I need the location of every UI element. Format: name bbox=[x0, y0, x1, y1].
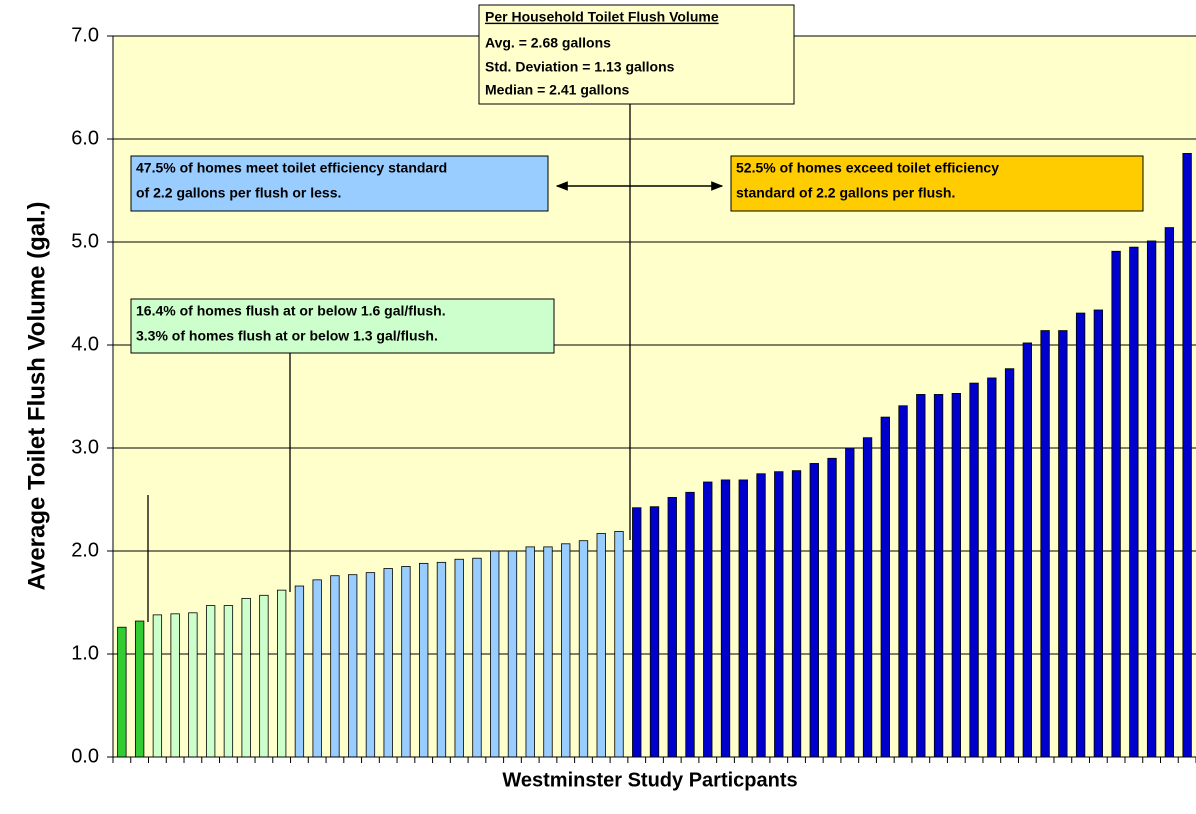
annotation-text: 52.5% of homes exceed toilet efficiency bbox=[736, 160, 999, 176]
bar bbox=[1040, 330, 1050, 758]
bar bbox=[809, 463, 819, 758]
bar bbox=[330, 575, 340, 758]
bar bbox=[294, 585, 305, 758]
y-tick-label: 0.0 bbox=[71, 745, 99, 767]
bar bbox=[419, 562, 429, 758]
bar bbox=[720, 479, 731, 758]
bar bbox=[348, 574, 358, 758]
bar bbox=[845, 447, 855, 758]
annotation-text: Median = 2.41 gallons bbox=[485, 82, 630, 98]
bar bbox=[1075, 312, 1086, 758]
annotation-text: of 2.2 gallons per flush or less. bbox=[136, 185, 341, 201]
bar bbox=[1004, 368, 1015, 758]
bar bbox=[117, 626, 127, 758]
annotation-text: Std. Deviation = 1.13 gallons bbox=[485, 59, 675, 75]
bar bbox=[259, 594, 269, 758]
bar bbox=[933, 394, 944, 758]
bar bbox=[543, 546, 553, 758]
bar bbox=[1022, 342, 1032, 758]
bar bbox=[205, 605, 216, 758]
bar bbox=[614, 531, 624, 758]
bar bbox=[951, 393, 961, 758]
bar bbox=[1111, 250, 1121, 758]
y-axis-label: Average Toilet Flush Volume (gal.) bbox=[23, 202, 50, 591]
bar bbox=[188, 612, 198, 758]
bar bbox=[1058, 330, 1068, 758]
bar bbox=[401, 566, 411, 758]
bar bbox=[756, 473, 766, 758]
y-tick-label: 5.0 bbox=[71, 230, 99, 252]
annotation-box bbox=[478, 4, 795, 105]
y-tick-label: 7.0 bbox=[71, 24, 99, 46]
bar bbox=[1129, 246, 1139, 758]
bar bbox=[525, 546, 535, 758]
bar bbox=[223, 605, 234, 758]
bar bbox=[703, 481, 713, 758]
annotation-text: 3.3% of homes flush at or below 1.3 gal/… bbox=[136, 328, 438, 344]
annotation-text: 16.4% of homes flush at or below 1.6 gal… bbox=[136, 303, 446, 319]
bar bbox=[1182, 153, 1192, 758]
bar bbox=[969, 382, 979, 758]
bar bbox=[1093, 309, 1104, 758]
bar bbox=[578, 540, 589, 758]
bar bbox=[632, 507, 642, 758]
bar bbox=[134, 620, 145, 758]
bar bbox=[738, 479, 748, 758]
bar bbox=[312, 579, 322, 758]
annotation-text: Avg. = 2.68 gallons bbox=[485, 35, 611, 51]
annotation-box bbox=[130, 298, 555, 354]
bar bbox=[277, 589, 287, 758]
annotation-text: 47.5% of homes meet toilet efficiency st… bbox=[136, 160, 447, 176]
y-tick-label: 2.0 bbox=[71, 539, 99, 561]
bar bbox=[490, 550, 500, 758]
bar bbox=[685, 491, 695, 758]
bar bbox=[365, 572, 376, 758]
y-tick-label: 6.0 bbox=[71, 127, 99, 149]
bar bbox=[561, 543, 571, 758]
bar bbox=[472, 557, 482, 758]
bar bbox=[596, 533, 606, 758]
y-tick-label: 4.0 bbox=[71, 333, 99, 355]
bar bbox=[649, 506, 660, 758]
bar bbox=[1164, 227, 1175, 758]
bar bbox=[898, 405, 908, 758]
bar bbox=[152, 614, 163, 758]
bar bbox=[507, 550, 518, 758]
bar bbox=[454, 558, 464, 758]
y-tick-label: 3.0 bbox=[71, 436, 99, 458]
bar bbox=[383, 568, 393, 758]
annotation-text: standard of 2.2 gallons per flush. bbox=[736, 185, 955, 201]
annotation-box bbox=[130, 155, 549, 212]
bar bbox=[791, 470, 802, 758]
annotation-title: Per Household Toilet Flush Volume bbox=[485, 9, 719, 25]
bar bbox=[774, 471, 784, 758]
y-tick-label: 1.0 bbox=[71, 642, 99, 664]
x-axis-label: Westminster Study Particpants bbox=[502, 770, 797, 792]
bar bbox=[170, 613, 180, 758]
bar bbox=[862, 437, 873, 758]
bar bbox=[667, 497, 677, 758]
bar bbox=[1146, 240, 1157, 758]
bar bbox=[827, 457, 837, 758]
bar bbox=[987, 377, 997, 758]
bar bbox=[880, 416, 890, 758]
annotation-box bbox=[730, 155, 1144, 212]
bar bbox=[436, 561, 447, 758]
bar bbox=[916, 394, 926, 758]
bar bbox=[241, 597, 251, 758]
